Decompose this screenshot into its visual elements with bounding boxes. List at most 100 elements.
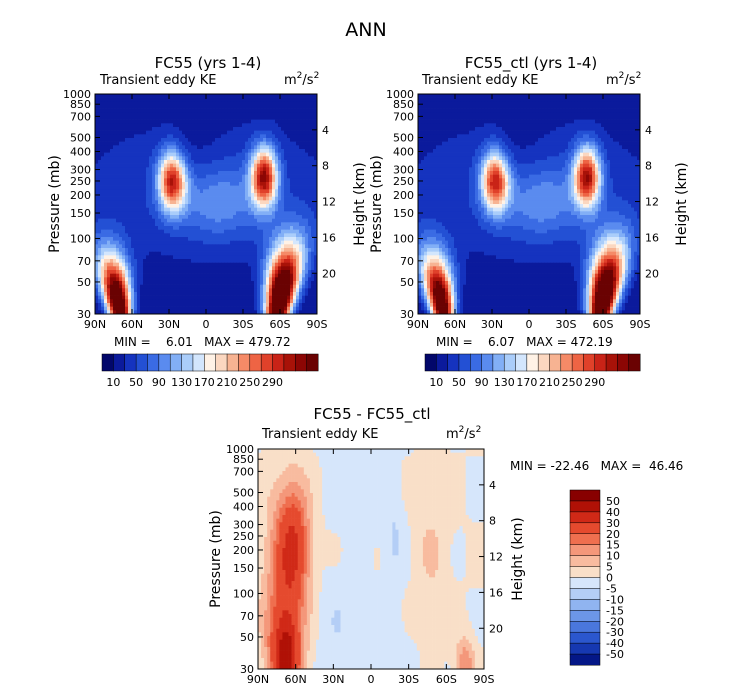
contour-cell (424, 101, 428, 106)
contour-cell (194, 94, 198, 98)
contour-cell (137, 251, 141, 256)
contour-cell (107, 226, 111, 230)
contour-cell (604, 112, 608, 117)
contour-cell (176, 244, 180, 249)
contour-cell (173, 303, 177, 307)
contour-cell (272, 145, 276, 150)
contour-cell (101, 299, 105, 304)
contour-cell (511, 112, 515, 117)
contour-cell (598, 112, 602, 117)
colorbar-swatch (272, 353, 285, 372)
contour-cell (290, 303, 294, 307)
contour-cell (134, 292, 138, 296)
contour-cell (212, 306, 216, 311)
contour-cell (589, 97, 593, 102)
contour-cell (188, 163, 192, 168)
contour-cell (275, 303, 279, 307)
contour-cell (251, 266, 255, 271)
contour-cell (155, 233, 159, 238)
contour-cell (254, 237, 258, 241)
contour-cell (302, 259, 306, 263)
panel-fc55-variable: Transient eddy KE (99, 73, 217, 88)
contour-cell (170, 167, 174, 172)
contour-cell (314, 185, 318, 190)
contour-cell (116, 215, 120, 219)
contour-cell (230, 240, 234, 245)
contour-cell (233, 281, 237, 285)
contour-cell (607, 97, 611, 102)
contour-cell (209, 167, 213, 172)
contour-cell (131, 185, 135, 190)
contour-cell (568, 101, 572, 106)
contour-cell (143, 292, 147, 296)
contour-cell (290, 160, 294, 164)
contour-cell (230, 259, 234, 263)
contour-cell (221, 123, 225, 128)
contour-cell (302, 149, 306, 153)
contour-cell (203, 138, 207, 142)
contour-cell (101, 141, 105, 146)
contour-cell (212, 295, 216, 300)
contour-cell (266, 306, 270, 311)
contour-cell (281, 240, 285, 245)
contour-cell (152, 189, 156, 194)
contour-cell (260, 97, 264, 102)
contour-cell (197, 299, 201, 304)
contour-cell (158, 200, 162, 205)
contour-cell (550, 105, 554, 109)
contour-cell (248, 189, 252, 194)
contour-cell (95, 255, 99, 260)
contour-cell (245, 303, 249, 307)
contour-cell (245, 266, 249, 271)
contour-cell (149, 171, 153, 175)
contour-cell (95, 174, 99, 179)
contour-cell (119, 215, 123, 219)
contour-cell (287, 119, 291, 124)
contour-cell (311, 101, 315, 106)
contour-cell (308, 303, 312, 307)
contour-cell (583, 94, 587, 98)
contour-cell (101, 94, 105, 98)
contour-cell (236, 251, 240, 256)
contour-cell (305, 189, 309, 194)
contour-cell (209, 112, 213, 117)
contour-cell (212, 130, 216, 135)
colorbar-swatch (283, 353, 296, 372)
contour-cell (251, 178, 255, 183)
contour-cell (101, 248, 105, 252)
contour-cell (215, 119, 219, 124)
contour-cell (251, 299, 255, 304)
contour-cell (481, 112, 485, 117)
contour-cell (152, 134, 156, 139)
contour-cell (182, 134, 186, 139)
contour-cell (266, 200, 270, 205)
contour-cell (251, 270, 255, 274)
contour-cell (167, 259, 171, 263)
contour-cell (236, 270, 240, 274)
contour-cell (284, 163, 288, 168)
contour-cell (272, 101, 276, 106)
contour-cell (95, 226, 99, 230)
contour-cell (541, 112, 545, 117)
contour-cell (131, 207, 135, 212)
contour-cell (311, 108, 315, 113)
contour-cell (101, 288, 105, 293)
contour-cell (293, 299, 297, 304)
contour-cell (260, 134, 264, 139)
contour-cell (125, 163, 129, 168)
contour-cell (296, 123, 300, 128)
contour-cell (314, 255, 318, 260)
contour-cell (218, 134, 222, 139)
contour-cell (625, 105, 629, 109)
contour-cell (185, 160, 189, 164)
contour-cell (176, 237, 180, 241)
contour-cell (197, 149, 201, 153)
contour-cell (260, 101, 264, 106)
contour-cell (173, 167, 177, 172)
contour-cell (305, 251, 309, 256)
contour-cell (128, 244, 132, 249)
contour-cell (257, 284, 261, 289)
contour-cell (257, 134, 261, 139)
contour-cell (185, 193, 189, 197)
contour-cell (173, 262, 177, 267)
